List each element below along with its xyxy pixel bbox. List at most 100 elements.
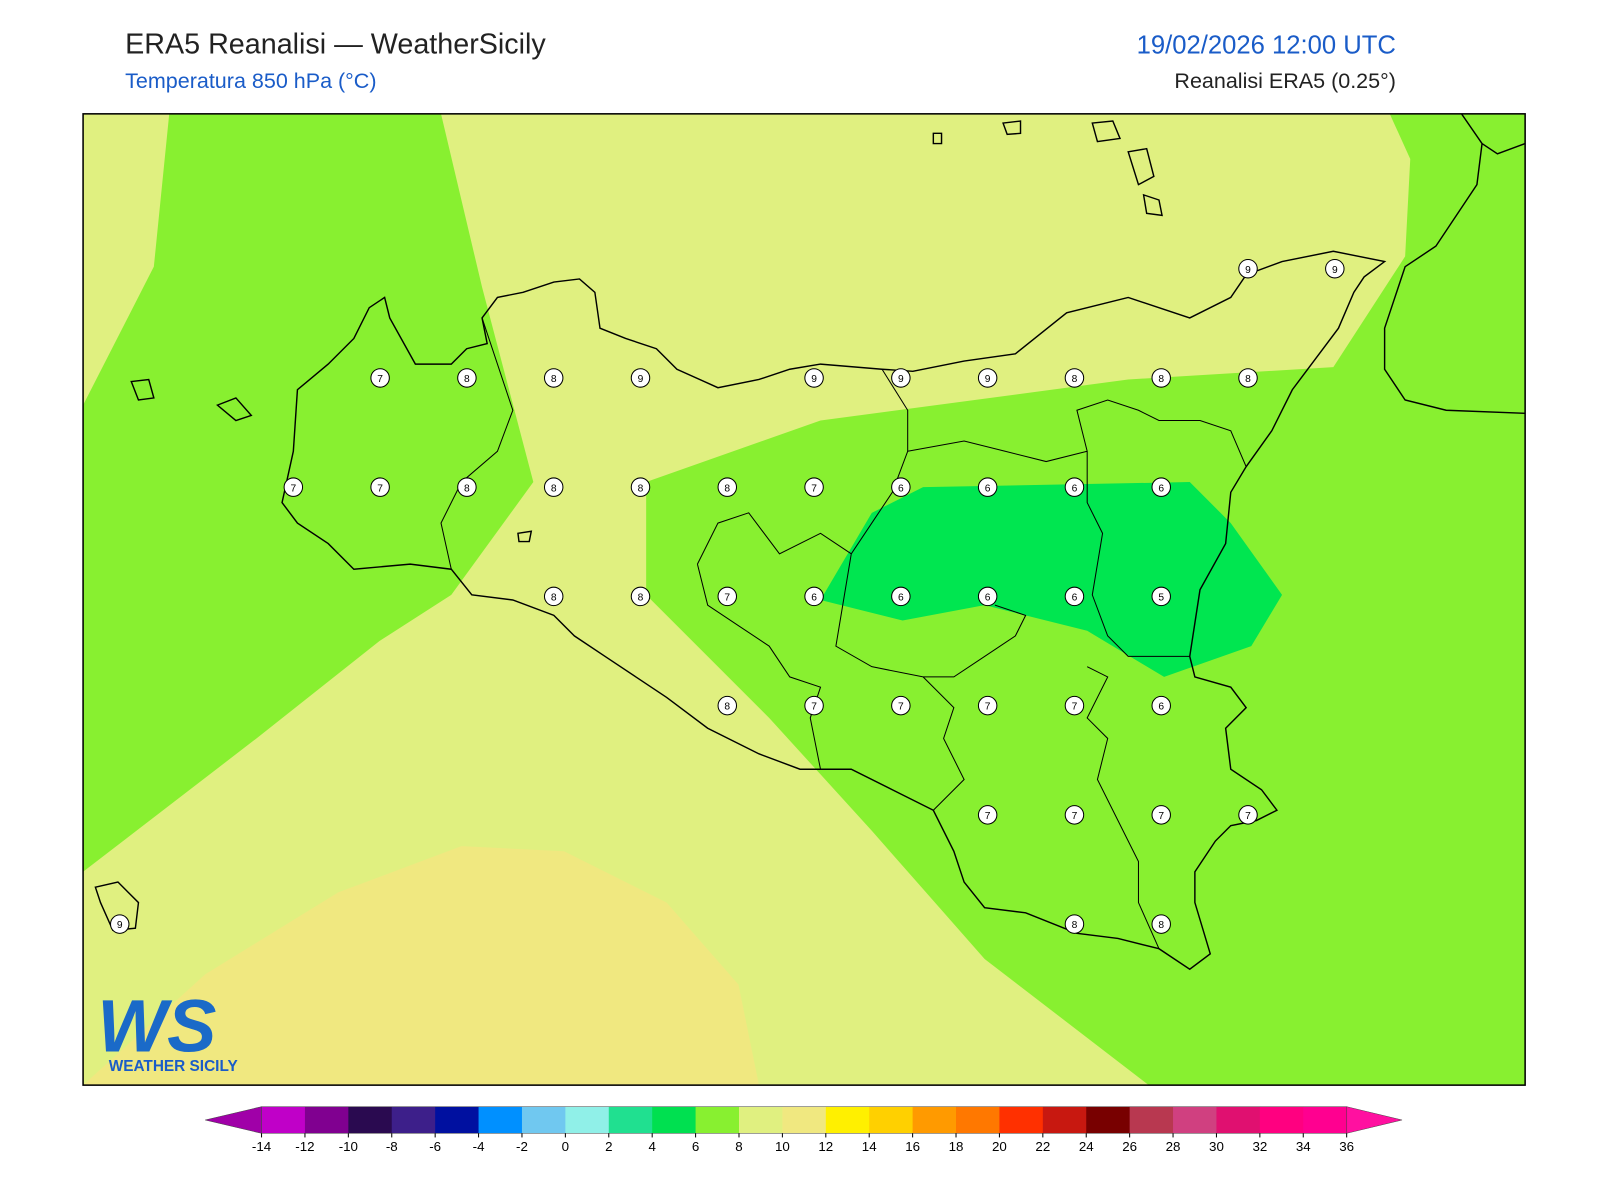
source: Reanalisi ERA5 (0.25°) [1174,69,1395,93]
colorbar-tick-label: 6 [692,1139,699,1154]
station-label: 8 [1072,920,1078,931]
station-label: 7 [290,483,296,494]
colorbar-box [348,1106,393,1134]
station-value: 8 [630,586,651,607]
colorbar-box [1303,1106,1348,1134]
station-marker [370,368,390,388]
station-marker [1064,368,1085,388]
colorbar-tick-label: 20 [992,1139,1007,1154]
colorbar-tick-label: 14 [862,1139,877,1154]
colorbar-box [1042,1106,1087,1134]
station-marker [457,477,477,497]
station-marker [543,477,564,497]
station-label: 9 [638,374,644,385]
colorbar-tick-label: 24 [1079,1139,1094,1154]
station-marker [1238,368,1258,388]
subtitle: Temperatura 850 hPa (°C) [125,69,376,93]
coastline [281,250,1387,971]
field [83,113,534,872]
station-value: 7 [283,477,304,497]
logo-name: WEATHER SICILY [109,1058,238,1075]
station-label: 8 [638,593,644,604]
station-value: 6 [891,477,911,497]
station-value: 7 [1064,695,1085,716]
colorbar-tick-label: 16 [905,1139,920,1154]
colorbar-tick-label: 30 [1209,1139,1224,1154]
colorbar-box [825,1106,870,1134]
station-marker [804,586,824,607]
colorbar-box [999,1106,1044,1134]
station-value: 6 [1064,586,1085,607]
station-value: 8 [1151,368,1171,388]
station-marker [804,695,824,716]
colorbar-tick-label: -4 [473,1139,485,1154]
station-value: 9 [977,368,998,388]
station-marker [1151,477,1171,497]
station-marker [1151,805,1171,825]
station-label: 8 [1158,920,1164,931]
station-marker [110,914,130,934]
station-label: 8 [551,374,557,385]
station-marker [1064,477,1085,497]
coastline [1383,113,1526,415]
map [83,113,1526,1086]
station-marker [1064,695,1085,716]
colorbar-tick-label: 2 [605,1139,612,1154]
colorbar-tick-label: 8 [735,1139,742,1154]
station-value: 9 [891,368,911,388]
station-value: 8 [543,368,564,388]
station-label: 9 [117,920,123,931]
station-marker [717,695,738,716]
station-marker [1238,805,1258,825]
colorbar-under [205,1106,262,1134]
station-value: 6 [1151,695,1171,716]
colorbar-box [521,1106,566,1134]
station-label: 7 [1158,811,1164,822]
colorbar-box [1173,1106,1217,1134]
station-value: 6 [1064,477,1085,497]
colorbar-box [652,1106,697,1134]
station-value: 8 [717,695,738,716]
station-value: 7 [370,477,390,497]
colorbar-tick-label: 4 [648,1139,656,1154]
colorbar-box [608,1106,653,1134]
station-value: 7 [1238,805,1258,825]
field [83,846,759,1086]
colorbar-tick-label: -10 [339,1139,358,1154]
datetime: 19/02/2026 12:00 UTC [1137,31,1396,59]
station-value: 9 [630,368,651,388]
station-value: 9 [110,914,130,934]
station-label: 6 [1072,593,1078,604]
station-marker [891,477,911,497]
station-marker [977,477,998,497]
station-value: 6 [804,586,824,607]
colorbar-box [1259,1106,1304,1134]
station-marker [630,368,651,388]
station-value: 7 [891,695,911,716]
colorbar-tick-label: 36 [1339,1139,1354,1154]
colorbar-box [1216,1106,1261,1134]
station-value: 6 [891,586,911,607]
station-marker [717,477,738,497]
station-value: 7 [1151,805,1171,825]
colorbar-tick-label: -14 [252,1139,272,1154]
station-marker [543,368,564,388]
station-marker [804,477,824,497]
station-label: 9 [985,374,991,385]
station-label: 8 [551,593,557,604]
colorbar-box [738,1106,783,1134]
colorbar-box [435,1106,480,1134]
station-label: 7 [377,374,383,385]
station-values: 9 9 7 8 8 9 9 9 9 8 8 8 7 7 8 8 8 8 7 6 6 6 6 8 8 7 6 6 6 6 5 8 7 7 7 7 6 7 7 7… [110,258,1345,934]
station-value: 8 [630,477,651,497]
station-value: 8 [1151,914,1171,934]
station-label: 8 [724,483,730,494]
island [94,120,1163,932]
station-label: 7 [377,483,383,494]
station-label: 8 [638,483,644,494]
colorbar-tick-label: 34 [1296,1139,1311,1154]
station-label: 7 [898,702,904,713]
colorbar-box [1129,1106,1174,1134]
